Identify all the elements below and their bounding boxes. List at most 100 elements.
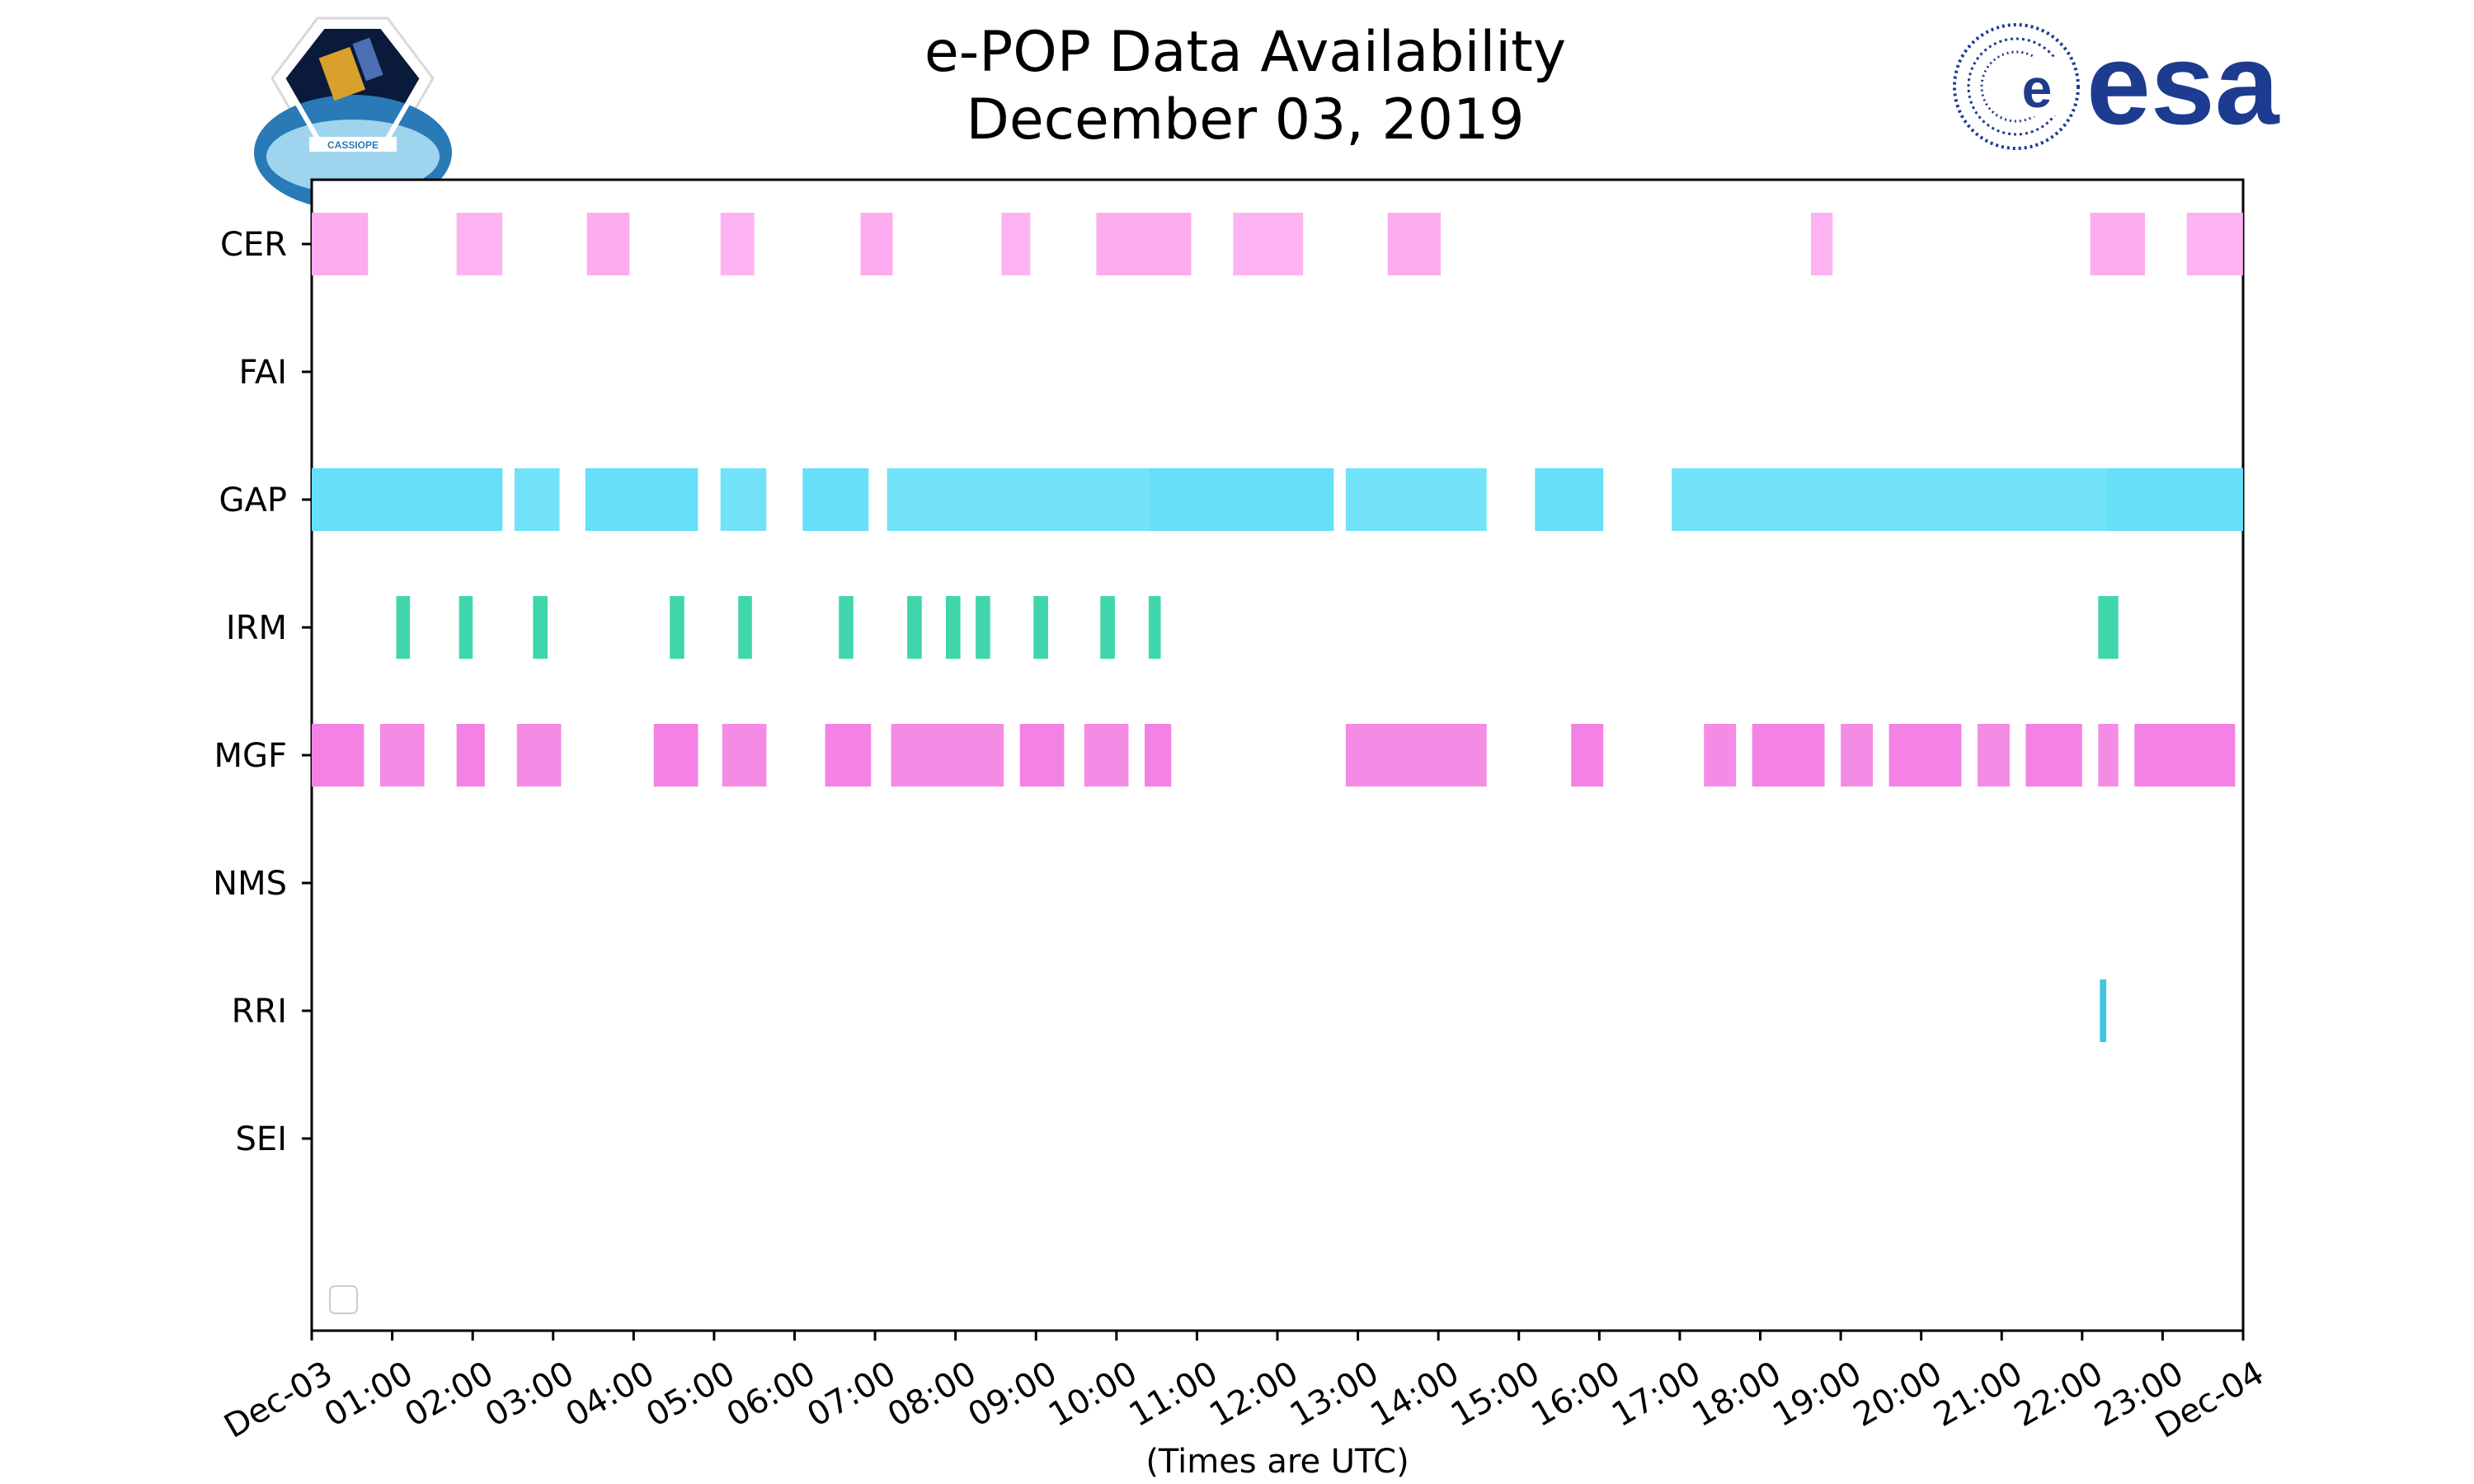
x-tick-label-20: 20:00 bbox=[1847, 1355, 1949, 1435]
x-tick-label-14: 14:00 bbox=[1364, 1355, 1465, 1435]
bar-gap-6 bbox=[1148, 468, 1334, 531]
bar-irm-4 bbox=[738, 596, 752, 659]
bar-irm-10 bbox=[1100, 596, 1115, 659]
bar-cer-1 bbox=[456, 213, 503, 275]
x-tick-label-9: 09:00 bbox=[962, 1355, 1063, 1435]
bar-mgf-1 bbox=[379, 724, 425, 787]
bar-gap-4 bbox=[802, 468, 869, 531]
bar-mgf-18 bbox=[2025, 724, 2082, 787]
x-tick-label-8: 08:00 bbox=[882, 1355, 983, 1435]
esa-logo-text: esa bbox=[2086, 19, 2280, 148]
bar-mgf-9 bbox=[1084, 724, 1129, 787]
bar-irm-5 bbox=[839, 596, 854, 659]
bar-mgf-13 bbox=[1704, 724, 1737, 787]
x-tick-label-2: 02:00 bbox=[398, 1355, 500, 1435]
bar-cer-9 bbox=[1811, 213, 1833, 275]
bar-mgf-2 bbox=[456, 724, 485, 787]
bar-gap-7 bbox=[1345, 468, 1487, 531]
x-tick-label-1: 01:00 bbox=[318, 1355, 420, 1435]
x-tick-label-12: 12:00 bbox=[1203, 1355, 1305, 1435]
bar-irm-6 bbox=[907, 596, 922, 659]
cassiope-logo-text: CASSIOPE bbox=[327, 139, 379, 151]
bar-cer-2 bbox=[586, 213, 630, 275]
y-tick-label-mgf: MGF bbox=[214, 737, 287, 775]
y-axis: CER FAI GAP IRM MGF NMS RRI SEI bbox=[213, 226, 312, 1158]
x-axis-label: (Times are UTC) bbox=[1145, 1443, 1409, 1481]
x-tick-label-17: 17:00 bbox=[1606, 1355, 1707, 1435]
x-tick-label-10: 10:00 bbox=[1042, 1355, 1144, 1435]
svg-text:e: e bbox=[2022, 58, 2053, 119]
x-tick-label-16: 16:00 bbox=[1525, 1355, 1626, 1435]
bar-mgf-6 bbox=[825, 724, 872, 787]
bar-cer-7 bbox=[1233, 213, 1304, 275]
bar-mgf-10 bbox=[1145, 724, 1172, 787]
bar-mgf-11 bbox=[1345, 724, 1487, 787]
x-tick-label-22: 22:00 bbox=[2008, 1355, 2109, 1435]
x-tick-label-19: 19:00 bbox=[1766, 1355, 1868, 1435]
bar-gap-5 bbox=[887, 468, 1149, 531]
bar-irm-0 bbox=[396, 596, 411, 659]
y-tick-label-irm: IRM bbox=[226, 609, 287, 647]
y-tick-label-nms: NMS bbox=[213, 865, 287, 903]
y-tick-label-sei: SEI bbox=[236, 1120, 287, 1158]
bar-irm-12 bbox=[2098, 596, 2119, 659]
bar-gap-10 bbox=[2106, 468, 2243, 531]
bar-irm-7 bbox=[946, 596, 961, 659]
bar-mgf-19 bbox=[2098, 724, 2119, 787]
bar-irm-8 bbox=[976, 596, 990, 659]
x-tick-label-6: 06:00 bbox=[721, 1355, 822, 1435]
bar-gap-8 bbox=[1535, 468, 1604, 531]
bar-mgf-8 bbox=[1019, 724, 1065, 787]
y-tick-label-rri: RRI bbox=[232, 993, 287, 1031]
cassiope-logo: CASSIOPE bbox=[254, 16, 452, 210]
esa-logo: e esa bbox=[1953, 19, 2280, 150]
bar-mgf-12 bbox=[1571, 724, 1604, 787]
bar-cer-0 bbox=[312, 213, 369, 275]
x-tick-label-15: 15:00 bbox=[1445, 1355, 1546, 1435]
bar-cer-4 bbox=[860, 213, 893, 275]
bar-gap-3 bbox=[720, 468, 767, 531]
y-tick-label-fai: FAI bbox=[239, 354, 288, 392]
bar-irm-9 bbox=[1033, 596, 1048, 659]
bar-mgf-3 bbox=[516, 724, 562, 787]
bar-gap-2 bbox=[585, 468, 698, 531]
bar-mgf-7 bbox=[891, 724, 1004, 787]
bar-irm-11 bbox=[1148, 596, 1161, 659]
bar-gap-1 bbox=[514, 468, 560, 531]
x-tick-label-3: 03:00 bbox=[479, 1355, 581, 1435]
bar-irm-1 bbox=[459, 596, 473, 659]
bar-irm-3 bbox=[670, 596, 684, 659]
x-tick-label-18: 18:00 bbox=[1686, 1355, 1788, 1435]
bar-mgf-17 bbox=[1978, 724, 2010, 787]
bar-gap-9 bbox=[1672, 468, 2107, 531]
x-tick-label-7: 07:00 bbox=[801, 1355, 902, 1435]
bar-mgf-15 bbox=[1841, 724, 1874, 787]
bars-layer bbox=[312, 213, 2243, 1042]
legend-box bbox=[329, 1285, 358, 1314]
x-tick-label-11: 11:00 bbox=[1123, 1355, 1225, 1435]
x-axis: Dec-0301:0002:0003:0004:0005:0006:0007:0… bbox=[218, 1331, 2270, 1446]
bar-gap-0 bbox=[312, 468, 503, 531]
bar-cer-3 bbox=[720, 213, 755, 275]
bar-mgf-16 bbox=[1888, 724, 1962, 787]
bar-mgf-4 bbox=[653, 724, 698, 787]
x-tick-label-21: 21:00 bbox=[1927, 1355, 2029, 1435]
chart-title-line1: e-POP Data Availability bbox=[924, 20, 1566, 85]
y-tick-label-cer: CER bbox=[220, 226, 287, 264]
bar-mgf-0 bbox=[312, 724, 365, 787]
bar-cer-8 bbox=[1387, 213, 1442, 275]
bar-cer-6 bbox=[1096, 213, 1192, 275]
bar-rri-0 bbox=[2100, 979, 2107, 1042]
chart-title-line2: December 03, 2019 bbox=[966, 87, 1524, 153]
bar-mgf-5 bbox=[722, 724, 767, 787]
bar-mgf-14 bbox=[1752, 724, 1825, 787]
y-tick-label-gap: GAP bbox=[219, 481, 287, 519]
bar-mgf-20 bbox=[2134, 724, 2236, 787]
bar-cer-11 bbox=[2186, 213, 2243, 275]
x-tick-label-5: 05:00 bbox=[640, 1355, 741, 1435]
bar-cer-5 bbox=[1001, 213, 1031, 275]
bar-irm-2 bbox=[533, 596, 548, 659]
x-tick-label-4: 04:00 bbox=[559, 1355, 661, 1435]
x-tick-label-13: 13:00 bbox=[1284, 1355, 1385, 1435]
